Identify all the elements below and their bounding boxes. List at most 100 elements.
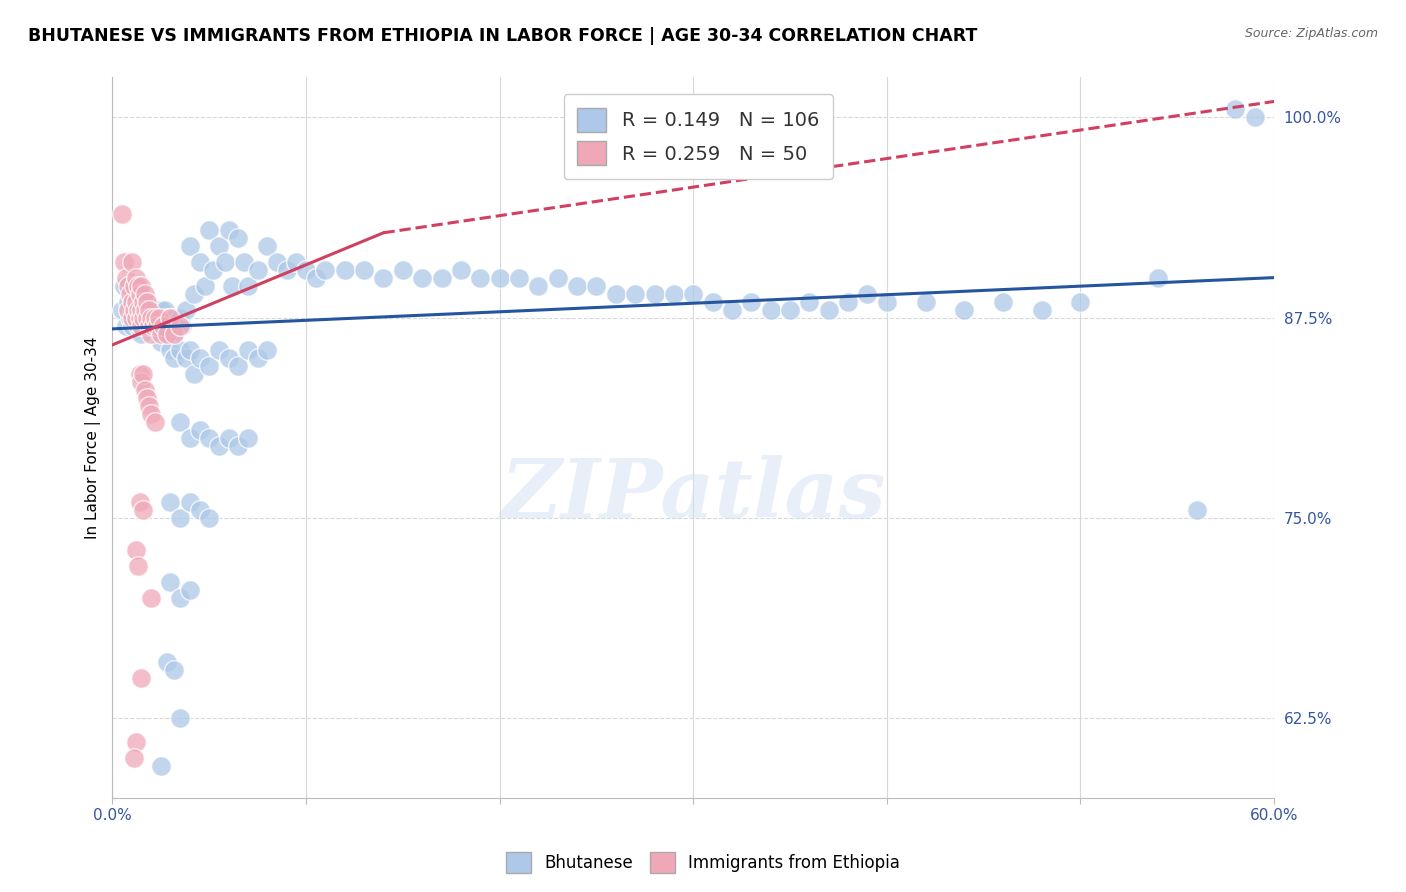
Point bbox=[856, 286, 879, 301]
Point bbox=[779, 302, 801, 317]
Point bbox=[136, 294, 159, 309]
Point bbox=[188, 351, 211, 365]
Point bbox=[156, 326, 179, 341]
Point bbox=[198, 431, 221, 445]
Point bbox=[131, 310, 153, 325]
Point bbox=[179, 343, 201, 357]
Point bbox=[295, 262, 318, 277]
Point bbox=[149, 318, 172, 333]
Point bbox=[218, 222, 240, 236]
Point bbox=[149, 326, 172, 341]
Point bbox=[174, 302, 197, 317]
Point bbox=[138, 302, 160, 317]
Text: BHUTANESE VS IMMIGRANTS FROM ETHIOPIA IN LABOR FORCE | AGE 30-34 CORRELATION CHA: BHUTANESE VS IMMIGRANTS FROM ETHIOPIA IN… bbox=[28, 27, 977, 45]
Point bbox=[111, 302, 134, 317]
Point bbox=[111, 206, 134, 220]
Point bbox=[128, 286, 150, 301]
Point bbox=[159, 326, 181, 341]
Point bbox=[157, 318, 180, 333]
Point bbox=[662, 286, 685, 301]
Point bbox=[740, 294, 762, 309]
Point bbox=[124, 542, 146, 557]
Y-axis label: In Labor Force | Age 30-34: In Labor Force | Age 30-34 bbox=[86, 336, 101, 539]
Point bbox=[117, 294, 139, 309]
Point bbox=[121, 310, 143, 325]
Point bbox=[128, 367, 150, 381]
Point bbox=[159, 574, 181, 589]
Point bbox=[139, 310, 162, 325]
Point bbox=[314, 262, 336, 277]
Point bbox=[392, 262, 415, 277]
Point bbox=[233, 254, 256, 268]
Point bbox=[127, 302, 149, 317]
Point bbox=[179, 582, 201, 597]
Point bbox=[146, 318, 169, 333]
Point bbox=[121, 318, 143, 333]
Point bbox=[128, 495, 150, 509]
Point bbox=[143, 302, 166, 317]
Point bbox=[159, 343, 181, 357]
Point bbox=[127, 558, 149, 573]
Point bbox=[221, 278, 243, 293]
Point bbox=[112, 278, 135, 293]
Point bbox=[124, 310, 146, 325]
Point bbox=[121, 294, 143, 309]
Point bbox=[121, 254, 143, 268]
Point bbox=[721, 302, 744, 317]
Point bbox=[246, 351, 269, 365]
Point bbox=[246, 262, 269, 277]
Point bbox=[163, 351, 186, 365]
Point bbox=[169, 415, 191, 429]
Point bbox=[585, 278, 607, 293]
Point bbox=[124, 270, 146, 285]
Point bbox=[163, 326, 186, 341]
Point bbox=[226, 359, 249, 373]
Point bbox=[131, 318, 153, 333]
Point bbox=[226, 439, 249, 453]
Point bbox=[128, 310, 150, 325]
Point bbox=[183, 286, 205, 301]
Point bbox=[508, 270, 530, 285]
Point bbox=[131, 671, 153, 685]
Point bbox=[121, 286, 143, 301]
Point bbox=[624, 286, 647, 301]
Point bbox=[159, 310, 181, 325]
Point bbox=[148, 310, 170, 325]
Point bbox=[256, 238, 278, 252]
Point bbox=[115, 270, 138, 285]
Point bbox=[127, 318, 149, 333]
Point bbox=[136, 310, 159, 325]
Point bbox=[138, 310, 160, 325]
Point bbox=[1147, 270, 1170, 285]
Point bbox=[134, 286, 156, 301]
Point bbox=[218, 351, 240, 365]
Point bbox=[682, 286, 704, 301]
Point bbox=[131, 326, 153, 341]
Point bbox=[139, 302, 162, 317]
Point bbox=[139, 407, 162, 421]
Point bbox=[132, 302, 155, 317]
Point bbox=[276, 262, 298, 277]
Point bbox=[914, 294, 936, 309]
Point bbox=[156, 655, 179, 669]
Point bbox=[122, 278, 145, 293]
Point bbox=[139, 591, 162, 605]
Point bbox=[172, 318, 194, 333]
Point bbox=[188, 503, 211, 517]
Point bbox=[218, 431, 240, 445]
Point bbox=[953, 302, 976, 317]
Point bbox=[194, 278, 217, 293]
Point bbox=[127, 302, 149, 317]
Point bbox=[118, 286, 141, 301]
Point bbox=[1031, 302, 1053, 317]
Point bbox=[353, 262, 375, 277]
Point bbox=[134, 302, 156, 317]
Point bbox=[236, 343, 259, 357]
Point bbox=[122, 302, 145, 317]
Point bbox=[152, 310, 174, 325]
Point bbox=[153, 302, 176, 317]
Point bbox=[1243, 111, 1265, 125]
Point bbox=[159, 495, 181, 509]
Point bbox=[149, 759, 172, 773]
Point bbox=[143, 415, 166, 429]
